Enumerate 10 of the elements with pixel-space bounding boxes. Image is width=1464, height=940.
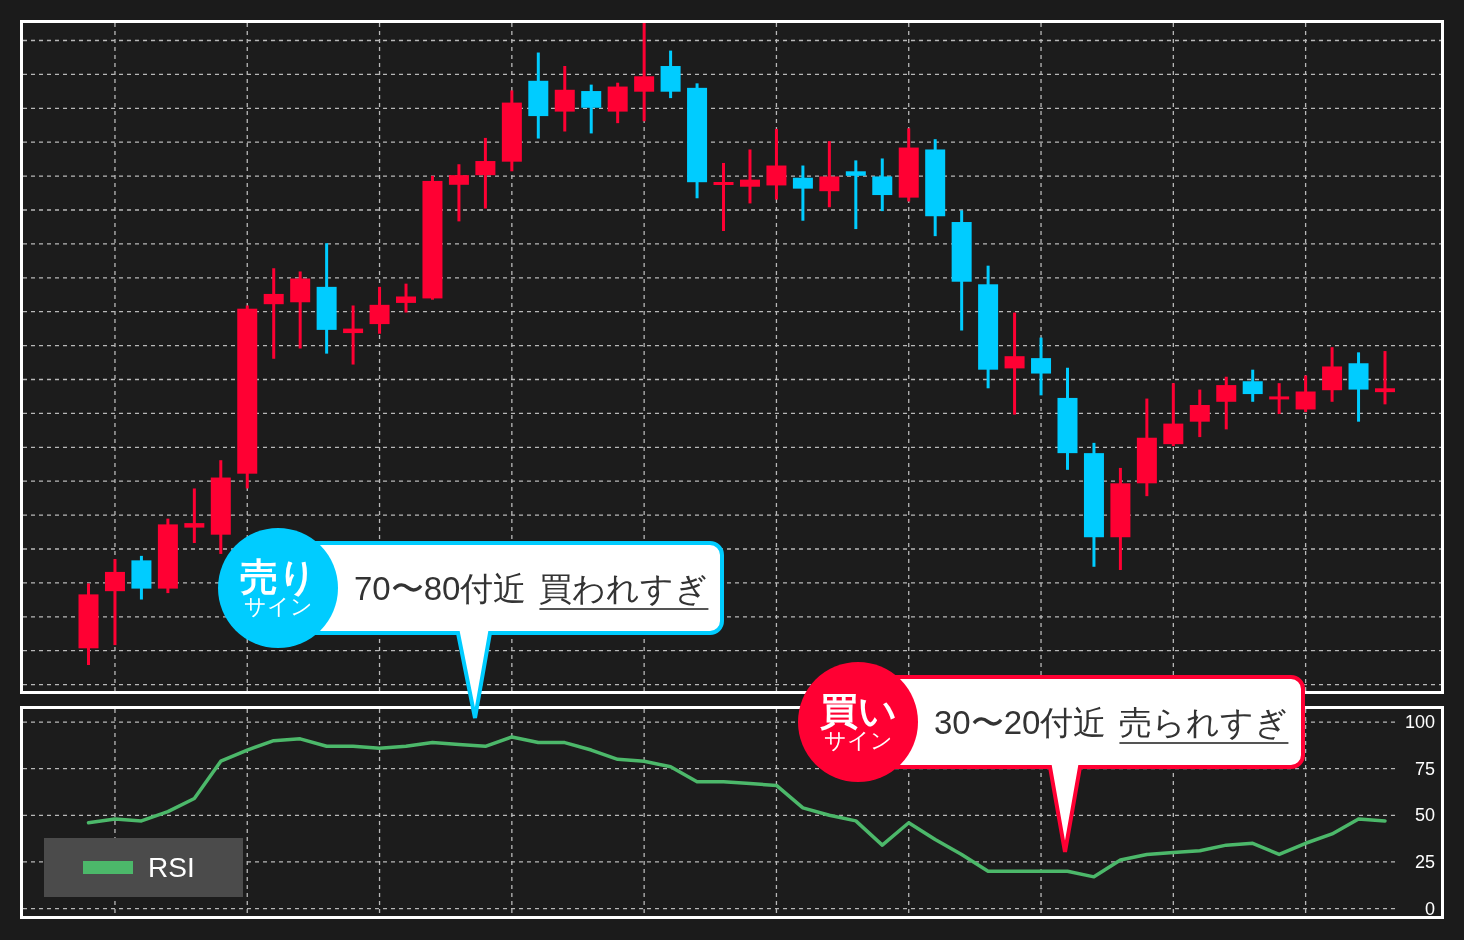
y-tick-label: 75 [1414,758,1435,779]
annotation: 買われすぎ [539,570,709,607]
legend-label: RSI [148,852,195,883]
y-tick-label: 25 [1414,851,1435,872]
y-tick-label: 0 [1424,898,1435,919]
y-tick-label: 100 [1404,712,1435,733]
annotation: 売られすぎ [1119,704,1289,741]
annotation: 30〜20付近 [934,704,1107,741]
annotation: 70〜80付近 [354,570,527,607]
y-tick-label: 50 [1414,805,1435,826]
